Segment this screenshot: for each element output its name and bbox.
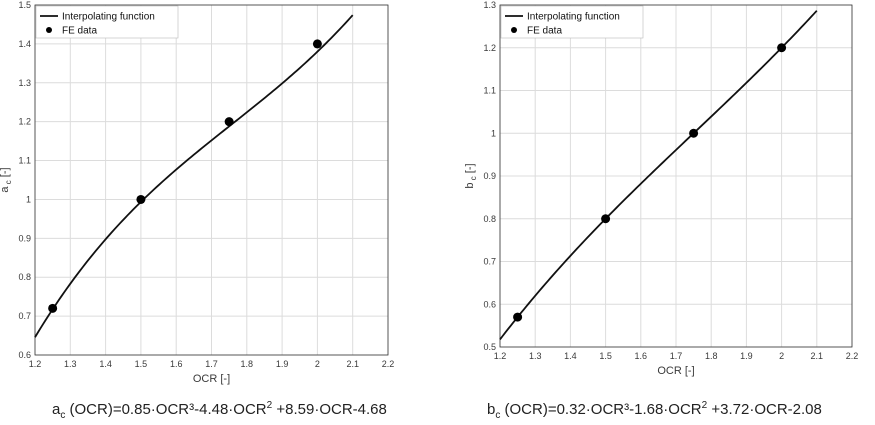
y-tick-label: 0.7 [18,311,31,321]
x-tick-label: 1.3 [529,351,542,361]
y-tick-label: 0.8 [483,214,496,224]
y-tick-label: 0.6 [18,350,31,360]
interpolating-curve [34,14,354,338]
legend-box [500,5,644,39]
y-axis-label-var: b [464,182,476,188]
y-tick-label: 0.9 [18,233,31,243]
y-tick-label: 1.5 [18,0,31,10]
formula-b-part2: +3.72·OCR-2.08 [707,401,822,418]
legend-entry-markers: FE data [62,26,97,37]
legend-entry-markers: FE data [527,26,562,37]
formula-b-sup: 2 [701,400,708,411]
x-tick-label: 2.1 [346,359,359,369]
x-tick-label: 1.4 [99,359,112,369]
y-tick-label: 1 [491,128,496,138]
y-tick-label: 1.3 [18,78,31,88]
y-tick-label: 1.2 [483,43,496,53]
fe-data-point [601,214,611,224]
formula-b-part1: (OCR)=0.32·OCR³-1.68·OCR [500,401,702,418]
x-tick-label: 1.9 [276,359,289,369]
x-tick-label: 2 [779,351,784,361]
fe-data-point [136,194,146,204]
legend-entry-curve: Interpolating function [62,12,155,23]
x-tick-label: 1.5 [599,351,612,361]
y-tick-label: 1.3 [483,0,496,10]
x-tick-label: 2 [315,359,320,369]
legend-marker-swatch [511,27,517,33]
y-axis-label: a c [-] [0,167,13,192]
fe-data-point [689,128,699,138]
y-tick-label: 0.7 [483,257,496,267]
formula-a-sup: 2 [266,400,273,411]
y-tick-label: 1.2 [18,117,31,127]
y-tick-label: 1.4 [18,39,31,49]
y-tick-label: 0.8 [18,272,31,282]
y-tick-label: 1.1 [18,156,31,166]
chart-a: 1.2 1.3 1.4 1.5 1.6 1.7 1.8 1.9 2 2.1 2.2 0.6 0.7 0.8… [0,0,394,385]
x-tick-label: 1.7 [670,351,683,361]
x-tick-label: 2.2 [382,359,395,369]
y-axis-label-var: a [0,186,11,193]
x-tick-label: 1.5 [135,359,148,369]
x-tick-label: 2.2 [846,351,859,361]
x-tick-label: 2.1 [811,351,824,361]
y-tick-label: 0.5 [483,342,496,352]
x-tick-label: 1.2 [29,359,42,369]
x-axis-label: OCR [-] [193,373,230,385]
formula-b-sub: c [495,410,501,421]
x-tick-label: 1.2 [494,351,507,361]
formula-a-var: a [52,401,61,418]
fe-data-point [513,312,523,322]
y-tick-label: 1.1 [483,86,496,96]
y-axis-label: b c [-] [464,163,478,188]
fe-data-point [224,117,234,127]
legend-marker-swatch [46,27,52,33]
y-tick-label: 0.9 [483,171,496,181]
x-tick-label: 1.9 [740,351,753,361]
x-tick-label: 1.8 [705,351,718,361]
interpolating-curve [499,10,818,340]
formula-a-sub: c [60,410,66,421]
legend-entry-curve: Interpolating function [527,12,620,23]
y-tick-label: 1 [26,194,31,204]
plot-frame [499,4,853,348]
y-axis-label-sub: c [4,180,13,186]
x-tick-label: 1.6 [170,359,183,369]
fe-data-point [777,43,787,53]
x-axis-label: OCR [-] [657,365,694,377]
chart-b: 1.2 1.3 1.4 1.5 1.6 1.7 1.8 1.9 2 2.1 2.2 0.5 0.6 0.7… [464,0,858,377]
y-axis-label-unit: [-] [0,167,11,180]
y-axis-label-sub: c [469,176,478,182]
x-tick-label: 1.7 [205,359,218,369]
y-axis-label-unit: [-] [464,163,476,176]
x-tick-label: 1.4 [564,351,577,361]
formula-b-var: b [487,401,496,418]
formula-a-part1: (OCR)=0.85·OCR³-4.48·OCR [65,401,267,418]
x-tick-label: 1.3 [64,359,77,369]
formula-b: bc (OCR)=0.32·OCR³-1.68·OCR2 +3.72·OCR-2… [487,397,822,425]
formula-a-part2: +8.59·OCR-4.68 [272,401,387,418]
legend-box [35,5,179,39]
formula-a: ac (OCR)=0.85·OCR³-4.48·OCR2 +8.59·OCR-4… [52,397,387,425]
plot-frame [34,4,389,356]
x-tick-label: 1.8 [241,359,254,369]
fe-data-point [48,303,58,313]
y-tick-label: 0.6 [483,299,496,309]
fe-data-point [312,39,322,49]
x-tick-label: 1.6 [635,351,648,361]
